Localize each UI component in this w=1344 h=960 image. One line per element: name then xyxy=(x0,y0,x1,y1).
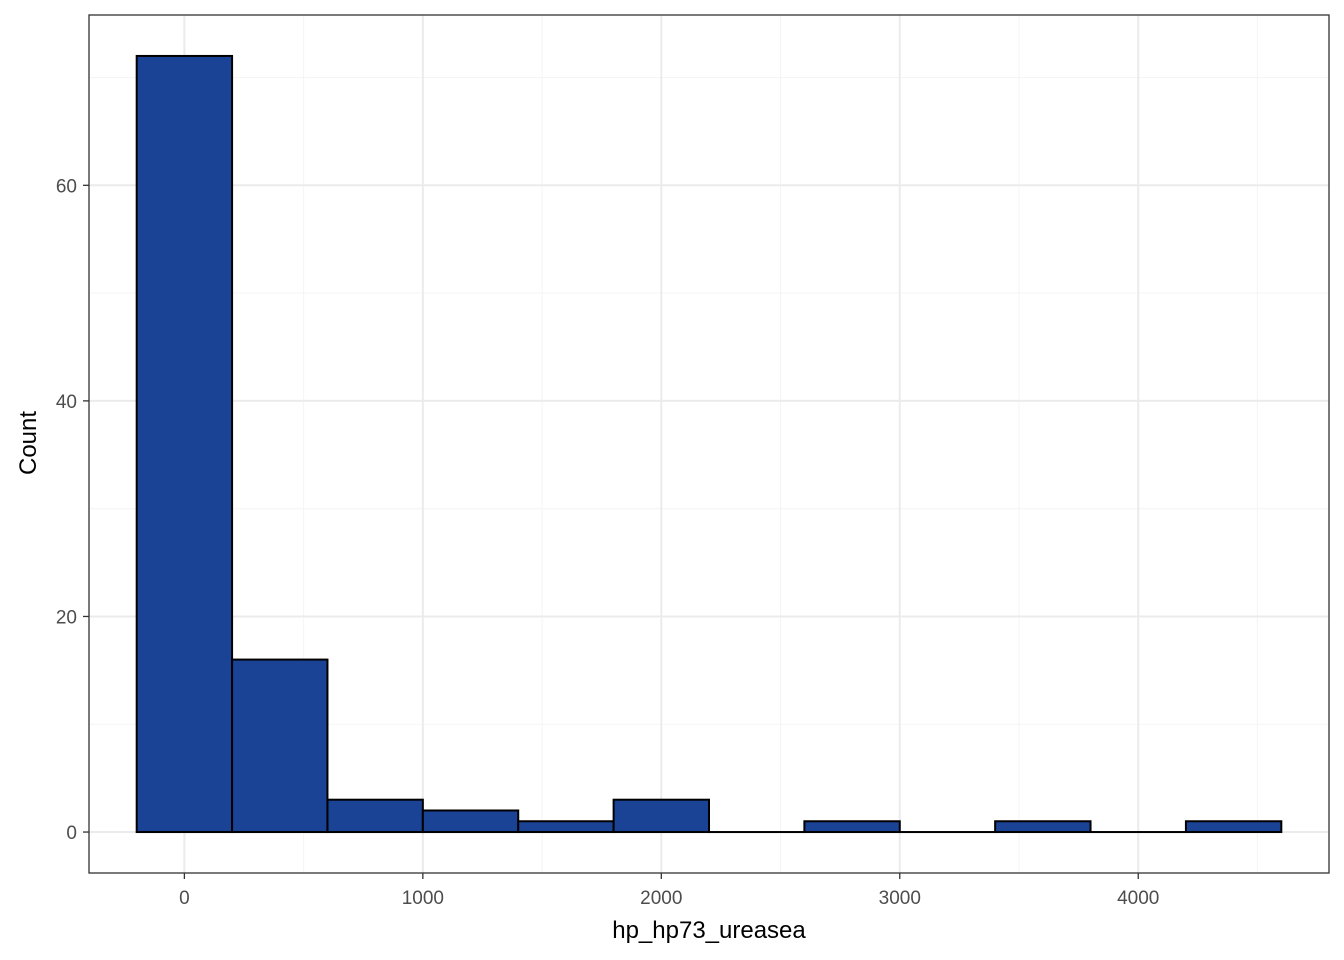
y-tick-label: 20 xyxy=(56,607,77,628)
histogram-bar xyxy=(517,820,615,834)
histogram-bar xyxy=(1184,820,1283,834)
histogram-bar xyxy=(612,798,710,834)
histogram-bar xyxy=(803,820,901,834)
x-axis-title: hp_hp73_ureasea xyxy=(612,917,806,944)
histogram-bar xyxy=(326,798,424,834)
x-tick-label: 0 xyxy=(179,888,190,909)
x-tick-label: 2000 xyxy=(640,888,682,909)
x-tick-label: 4000 xyxy=(1117,888,1159,909)
y-tick-label: 40 xyxy=(56,392,77,413)
histogram-bars xyxy=(135,54,1283,834)
x-tick-label: 3000 xyxy=(879,888,921,909)
y-tick-label: 0 xyxy=(66,823,77,844)
x-tick-label: 1000 xyxy=(402,888,444,909)
y-axis: 0 20 40 60 xyxy=(56,176,89,844)
histogram-bar xyxy=(231,658,329,834)
panel-border xyxy=(88,14,1330,874)
histogram-bar xyxy=(135,54,234,834)
x-axis: 0 1000 2000 3000 4000 xyxy=(179,873,1159,909)
histogram-bar xyxy=(994,820,1092,834)
y-axis-title: Count xyxy=(15,411,42,475)
histogram-bar xyxy=(421,809,520,834)
y-tick-label: 60 xyxy=(56,176,77,197)
